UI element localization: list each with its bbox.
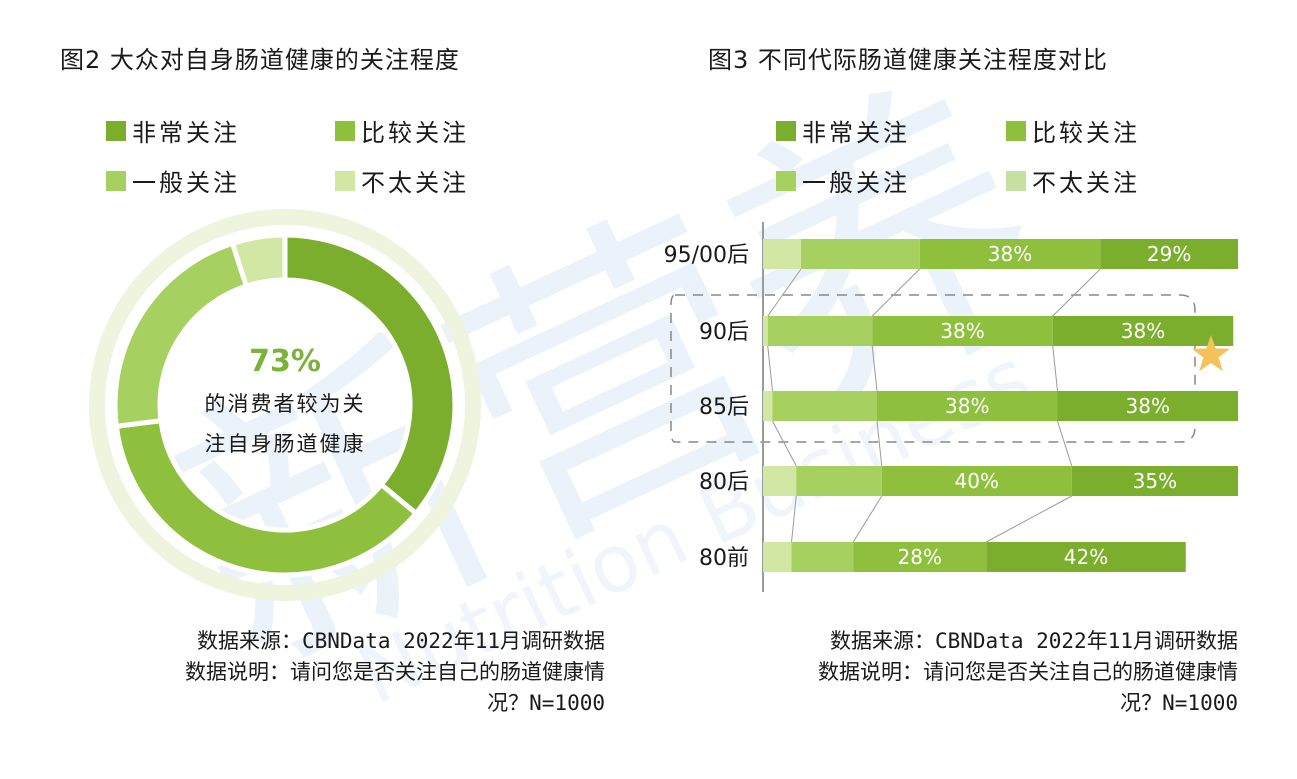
legend-label: 一般关注 [132,169,240,197]
connector-line [791,495,797,543]
data-label: 28% [898,545,942,569]
connector-line [767,345,773,392]
fig3-legend-item: 一般关注 [776,163,910,198]
bar-segment [919,239,1101,269]
donut-halo [89,209,481,601]
bar-segment [877,391,1058,421]
bar-segment [763,466,797,496]
data-label: 29% [1147,242,1191,266]
donut-center-line: 的消费者较为关 [204,392,366,416]
data-label: 38% [945,394,989,418]
bar-segment [763,239,801,269]
legend-swatch [335,170,355,191]
note-line: 数据说明：请问您是否关注自己的肠道健康情 [818,660,1238,684]
donut-center-text: 73% 的消费者较为关 注自身肠道健康 [160,340,410,464]
fig2-legend-item: 比较关注 [335,113,469,148]
data-label: 38% [988,242,1032,266]
bar-segment [791,542,854,572]
fig3-title: 图3 不同代际肠道健康关注程度对比 [708,46,1108,74]
donut-center-percent: 73% [249,344,321,379]
category-label: 95/00后 [664,243,749,268]
legend-label: 不太关注 [1032,169,1140,197]
bar-segment [772,391,877,421]
bar-segment [853,542,987,572]
bar-segment [872,316,1053,346]
connector-line [772,420,797,467]
bar-segment [767,316,873,346]
bar-segment [1100,239,1238,269]
legend-swatch [106,170,126,191]
source-line: 数据来源：CBNData 2022年11月调研数据 [196,629,605,653]
note-line: 数据说明：请问您是否关注自己的肠道健康情 [185,660,605,684]
donut-chart [89,209,481,601]
data-label: 35% [1133,469,1177,493]
fig2-source-note: 数据来源：CBNData 2022年11月调研数据 数据说明：请问您是否关注自己… [20,626,605,719]
connector-line [986,495,1072,543]
bar-segment [763,316,768,346]
data-label: 38% [1126,394,1170,418]
legend-swatch [1006,170,1026,191]
connector-line [1052,345,1058,392]
category-label: 80前 [699,546,749,571]
source-line: 数据来源：CBNData 2022年11月调研数据 [829,629,1238,653]
legend-swatch [776,170,796,191]
legend-label: 非常关注 [132,119,240,147]
connector-line [871,268,921,317]
category-label: 85后 [699,395,749,420]
donut-slice [229,232,288,290]
donut-center-line: 注自身肠道健康 [204,432,366,456]
connector-line [1052,268,1101,317]
star-icon [1192,335,1230,372]
fig2-legend-item: 不太关注 [335,163,469,198]
legend-label: 非常关注 [802,119,910,147]
donut-slice [113,417,420,578]
legend-swatch [106,120,126,141]
category-label: 80后 [699,470,749,495]
bar-segment [763,391,773,421]
connector-line [876,420,883,467]
stacked-bar-chart: 95/00后 38% 29% 90后 38% 38% 85后 38% 38% 80后 40% 35% 8… [664,222,1238,592]
data-label: 42% [1064,545,1108,569]
legend-swatch [1006,120,1026,141]
note-line: 况？N=1000 [487,691,605,715]
legend-label: 不太关注 [361,169,469,197]
legend-label: 比较关注 [361,119,469,147]
bar-segment [1057,391,1238,421]
bar-segment [1052,316,1234,346]
legend-swatch [335,120,355,141]
connector-line [767,268,802,317]
bar-segment [881,466,1072,496]
bar-segment [796,466,882,496]
fig3-source-note: 数据来源：CBNData 2022年11月调研数据 数据说明：请问您是否关注自己… [640,626,1238,719]
data-label: 40% [955,469,999,493]
bar-segment [1071,466,1238,496]
fig3-legend-item: 不太关注 [1006,163,1140,198]
bar-segment [986,542,1186,572]
fig3-legend-item: 比较关注 [1006,113,1140,148]
bar-segment [801,239,920,269]
fig3-legend-item: 非常关注 [776,113,910,148]
fig2-title: 图2 大众对自身肠道健康的关注程度 [60,46,460,74]
donut-slice [282,232,458,517]
note-line: 况？N=1000 [1120,691,1238,715]
connector-line [871,345,878,392]
fig2-legend-item: 非常关注 [106,113,240,148]
category-label: 90后 [699,320,749,345]
data-label: 38% [1121,319,1165,343]
connector-line [1057,420,1073,467]
data-label: 38% [940,319,984,343]
legend-label: 一般关注 [802,169,910,197]
highlight-box [670,294,1196,443]
connector-line [852,495,883,543]
legend-swatch [776,120,796,141]
legend-label: 比较关注 [1032,119,1140,147]
fig2-legend-item: 一般关注 [106,163,240,198]
bar-segment [763,542,792,572]
